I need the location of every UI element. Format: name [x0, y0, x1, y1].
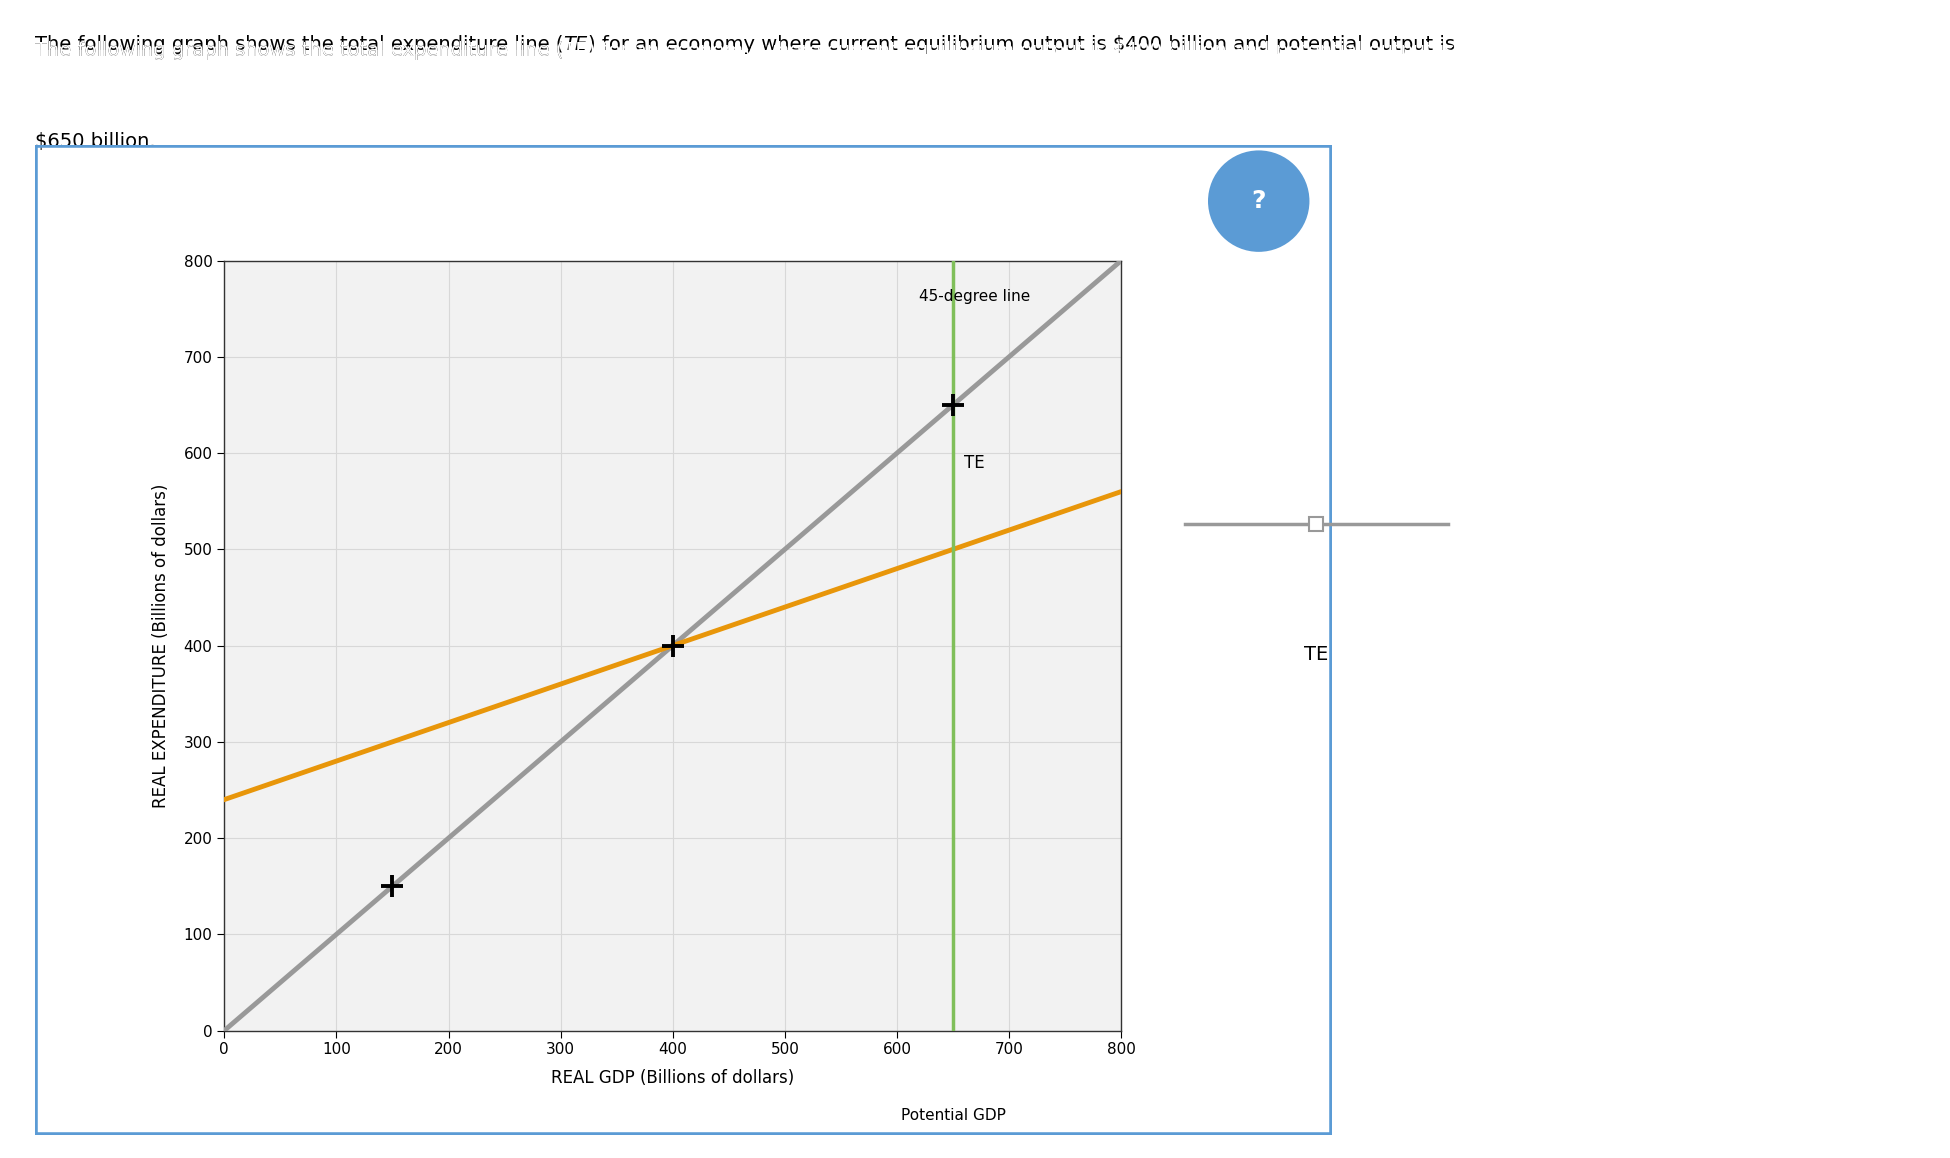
- Text: $650 billion.: $650 billion.: [35, 132, 156, 151]
- Text: ?: ?: [1252, 189, 1266, 213]
- Text: Potential GDP: Potential GDP: [901, 1107, 1006, 1122]
- Text: TE: TE: [564, 35, 587, 53]
- X-axis label: REAL GDP (Billions of dollars): REAL GDP (Billions of dollars): [552, 1069, 794, 1086]
- Text: ) for an economy where current equilibrium output is $400 billion and potential : ) for an economy where current equilibri…: [587, 35, 1455, 53]
- Y-axis label: REAL EXPENDITURE (Billions of dollars): REAL EXPENDITURE (Billions of dollars): [152, 483, 170, 808]
- Text: The following graph shows the total expenditure line (: The following graph shows the total expe…: [35, 41, 564, 59]
- Circle shape: [1209, 152, 1308, 250]
- Text: 45-degree line: 45-degree line: [920, 290, 1032, 305]
- Text: The following graph shows the total expenditure line (TE) for an economy where c: The following graph shows the total expe…: [35, 41, 1455, 59]
- Text: TE: TE: [1305, 645, 1328, 664]
- Text: TE: TE: [965, 454, 985, 471]
- Text: The following graph shows the total expenditure line (: The following graph shows the total expe…: [35, 35, 564, 53]
